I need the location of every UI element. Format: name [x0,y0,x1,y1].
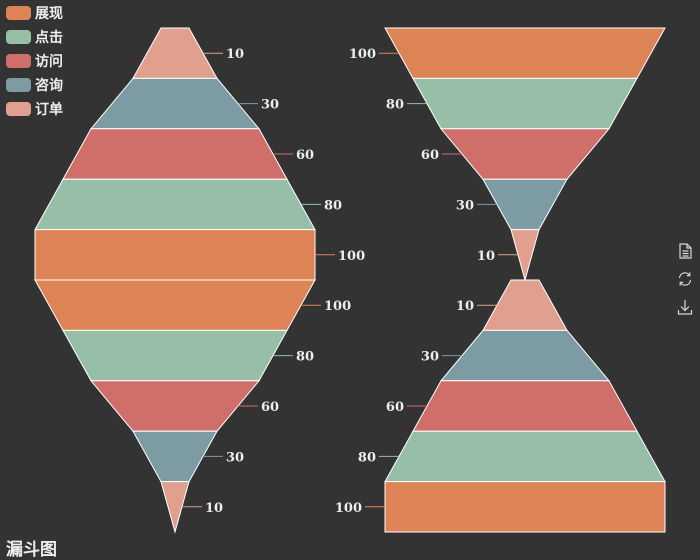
funnel-segment [412,380,638,432]
legend-swatch [6,6,31,20]
funnel-series: 10 30 60 80 100 [34,27,365,281]
funnel-series: 100 80 60 30 10 [34,279,351,534]
funnel-segment [439,128,611,180]
data-label: 10 [205,501,223,516]
funnel-segment [384,27,666,79]
funnel-segment [62,128,288,180]
funnel-series: 10 30 60 80 100 [335,279,666,533]
chart-title: 漏斗图 [6,540,57,560]
legend-label: 订单 [35,102,63,118]
funnel-segment [384,481,666,533]
data-label: 100 [324,299,351,314]
restore-icon[interactable] [676,270,694,288]
funnel-segment [384,430,666,483]
funnel-series: 100 80 60 30 10 [349,27,666,282]
funnel-segment [34,229,316,281]
data-label: 30 [261,98,279,113]
legend-item[interactable]: 订单 [6,99,63,119]
legend-label: 点击 [35,30,63,46]
data-label: 60 [261,400,279,415]
legend-label: 咨询 [35,78,63,94]
legend-label: 展现 [35,6,63,22]
funnel-segment [439,329,611,382]
data-view-icon[interactable] [676,242,694,260]
data-label: 100 [349,47,376,62]
funnel-segment [89,380,261,432]
legend-swatch [6,102,31,116]
data-label: 10 [456,299,474,314]
data-label: 60 [421,148,439,163]
data-label: 100 [338,249,365,264]
legend-swatch [6,30,31,44]
legend: 展现点击访问咨询订单 [6,3,63,119]
funnel-segment [89,77,261,130]
funnel-segment [34,279,316,331]
data-label: 100 [335,501,362,516]
legend-swatch [6,54,31,68]
data-label: 10 [226,47,244,62]
funnel-segment [62,329,288,382]
legend-item[interactable]: 咨询 [6,75,63,95]
data-label: 30 [456,198,474,213]
legend-item[interactable]: 点击 [6,27,63,47]
legend-item[interactable]: 访问 [6,51,63,71]
data-label: 80 [324,198,342,213]
legend-label: 访问 [35,54,63,70]
data-label: 30 [226,450,244,465]
funnel-segment [34,178,316,231]
save-image-icon[interactable] [676,298,694,316]
data-label: 80 [296,350,314,365]
data-label: 60 [386,400,404,415]
legend-swatch [6,78,31,92]
data-label: 80 [358,450,376,465]
data-label: 30 [421,350,439,365]
funnel-segment [412,77,638,130]
data-label: 60 [296,148,314,163]
data-label: 80 [386,98,404,113]
legend-item[interactable]: 展现 [6,3,63,23]
data-label: 10 [477,249,495,264]
toolbox [676,242,694,316]
